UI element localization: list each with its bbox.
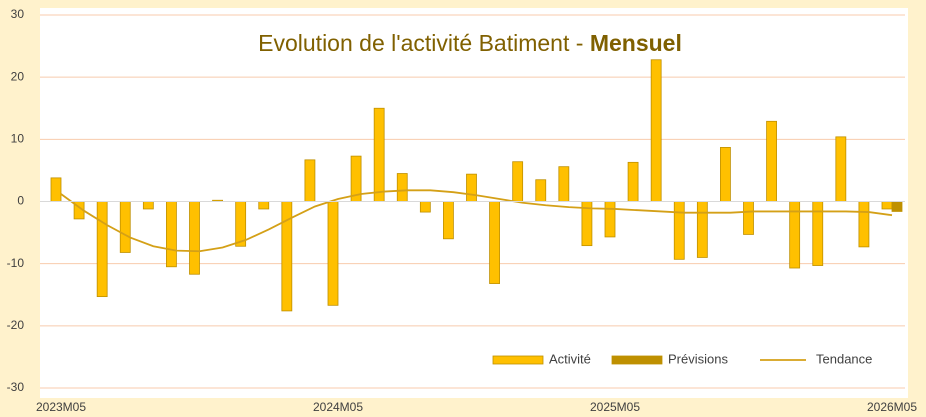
bar <box>166 201 177 268</box>
legend-swatch <box>611 355 663 365</box>
bar <box>189 201 200 275</box>
bar <box>443 201 454 240</box>
y-tick-label: 10 <box>11 132 25 146</box>
bar <box>858 201 870 248</box>
bar <box>604 201 616 238</box>
y-tick-label: -30 <box>7 380 25 394</box>
plot-area <box>40 8 908 398</box>
bar <box>627 161 639 202</box>
bar <box>766 120 777 202</box>
y-tick-label: -20 <box>7 318 25 332</box>
y-tick-label: 30 <box>11 7 25 21</box>
x-tick-label: 2024M05 <box>313 400 363 414</box>
x-tick-label: 2026M05 <box>867 400 917 414</box>
legend-label: Prévisions <box>668 351 728 366</box>
bar <box>891 201 903 212</box>
legend-label: Activité <box>549 351 591 366</box>
bar <box>258 201 270 210</box>
bar <box>650 59 662 202</box>
bar <box>743 201 754 235</box>
bar <box>558 166 570 202</box>
y-tick-label: 0 <box>17 194 24 208</box>
title-emphasis: Mensuel <box>590 30 682 56</box>
bar <box>142 201 154 210</box>
title-text: Evolution de l'activité Batiment - <box>258 30 590 56</box>
bar <box>835 136 847 202</box>
bar <box>466 173 477 202</box>
bar <box>881 201 893 210</box>
bar <box>673 201 685 260</box>
bar <box>696 201 708 258</box>
x-tick-label: 2023M05 <box>36 400 86 414</box>
bar <box>489 201 500 284</box>
chart-title: Evolution de l'activité Batiment - Mensu… <box>258 30 682 56</box>
legend-swatch <box>492 355 544 365</box>
bar <box>720 147 731 202</box>
bar <box>304 159 316 202</box>
bar <box>512 161 524 202</box>
bar <box>373 107 385 202</box>
bar <box>50 177 62 202</box>
bar <box>96 201 108 298</box>
bar <box>119 201 131 253</box>
x-tick-label: 2025M05 <box>590 400 640 414</box>
bar <box>327 201 339 306</box>
trend-line <box>60 189 893 253</box>
legend-label: Tendance <box>816 351 872 366</box>
bar <box>235 201 247 247</box>
bar <box>419 201 431 213</box>
y-tick-label: 20 <box>11 69 25 83</box>
y-tick-label: -10 <box>7 256 25 270</box>
bar <box>396 173 408 202</box>
bar <box>535 179 547 202</box>
